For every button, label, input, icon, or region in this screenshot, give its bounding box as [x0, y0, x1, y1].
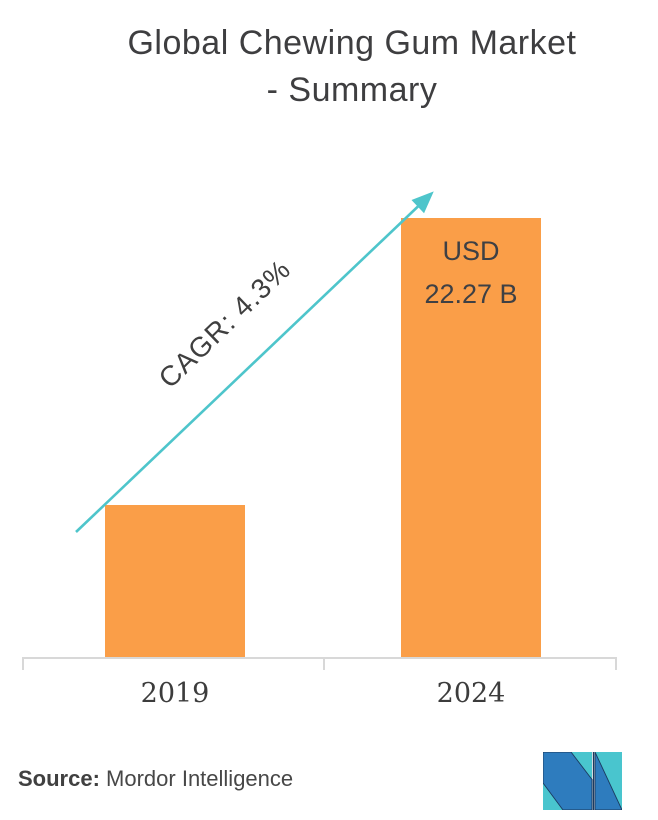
- bar-2024-value-line2: 22.27 B: [424, 279, 518, 309]
- bar-2024: [401, 218, 541, 657]
- chart-title-line1: Global Chewing Gum Market: [127, 24, 577, 62]
- bar-2019: [105, 505, 245, 657]
- bar-2024-value-label: USD 22.27 B: [401, 230, 541, 316]
- source-text: Mordor Intelligence: [99, 766, 294, 791]
- x-axis: [22, 657, 617, 670]
- chart-title: Global Chewing Gum Market - Summary: [46, 20, 658, 114]
- chart-title-line2: - Summary: [266, 71, 438, 109]
- x-label-2019: 2019: [140, 678, 210, 709]
- x-label-2024: 2024: [436, 678, 506, 709]
- source-prefix: Source:: [18, 766, 100, 791]
- source-attribution: Source: Mordor Intelligence: [18, 766, 293, 792]
- x-axis-middle-tick: [323, 659, 325, 670]
- mordor-intelligence-logo-icon: [543, 752, 622, 810]
- bar-2024-value-line1: USD: [442, 236, 500, 266]
- cagr-trend-arrow: [75, 191, 434, 533]
